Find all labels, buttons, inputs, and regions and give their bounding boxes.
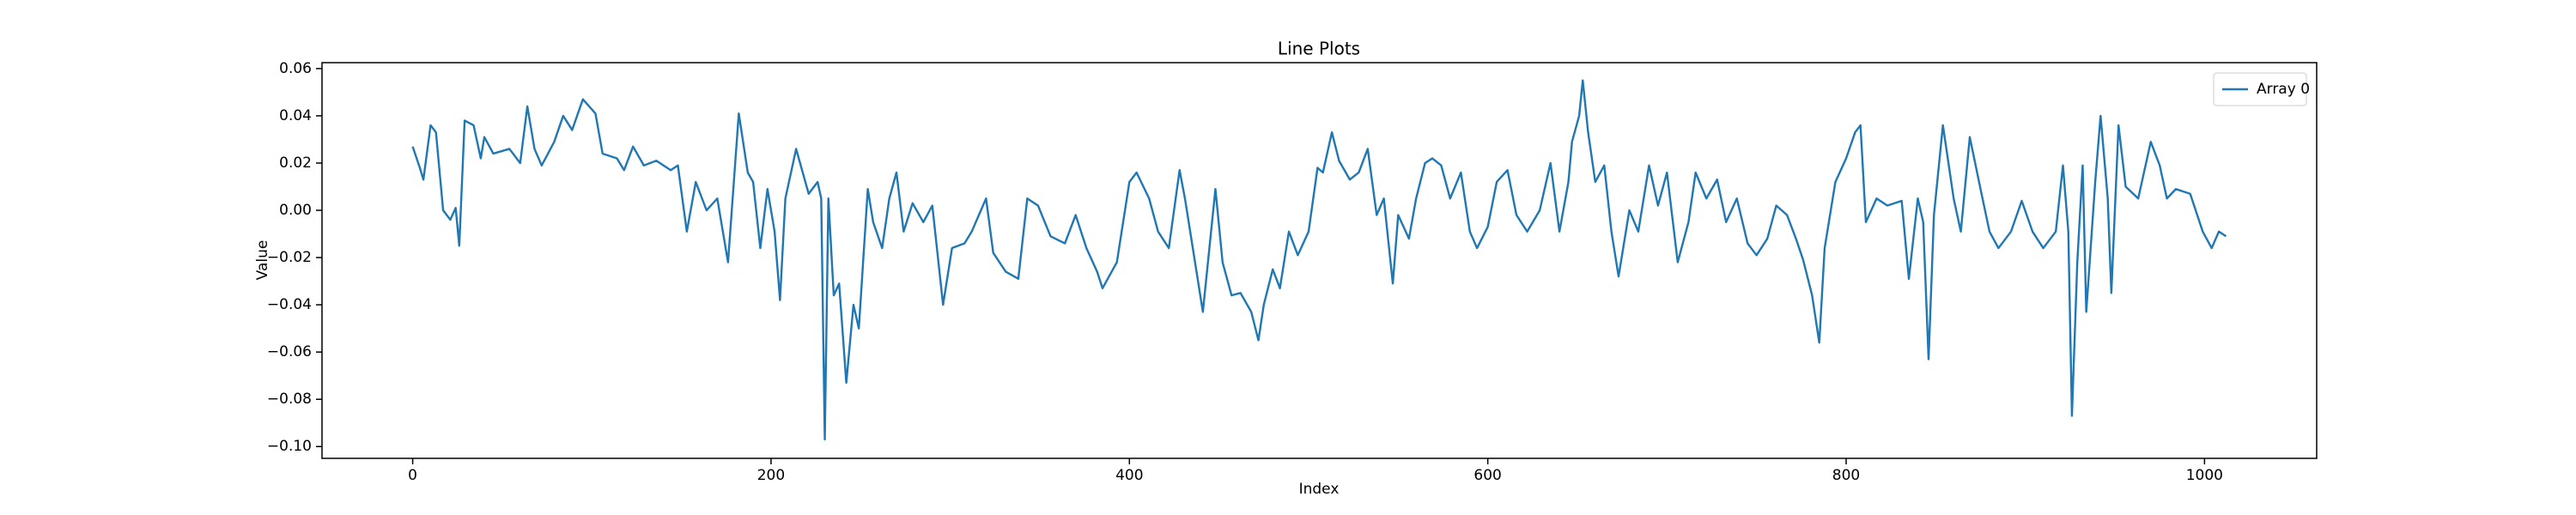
x-tick-label: 200 [757,467,785,484]
x-tick-label: 400 [1115,467,1143,484]
y-tick-label: 0.00 [279,202,312,219]
y-tick-label: −0.02 [267,249,312,266]
plot-frame [321,62,2318,459]
y-tick-label: 0.06 [279,60,312,77]
y-tick-label: 0.02 [279,154,312,172]
legend-box [2213,72,2307,106]
x-tick-label: 1000 [2186,467,2223,484]
x-tick-label: 0 [408,467,417,484]
y-tick-label: −0.06 [267,343,312,360]
y-axis-label: Value [254,240,271,281]
y-tick-label: −0.10 [267,438,312,455]
chart-title: Line Plots [1278,39,1360,59]
y-tick-label: −0.08 [267,391,312,408]
legend-label: Array 0 [2257,81,2310,98]
x-tick-label: 600 [1473,467,1501,484]
y-tick-label: −0.04 [267,296,312,313]
data-line [411,79,2227,441]
y-tick-label: 0.04 [279,107,312,124]
x-axis-label: Index [1299,481,1340,498]
x-tick-label: 800 [1832,467,1860,484]
